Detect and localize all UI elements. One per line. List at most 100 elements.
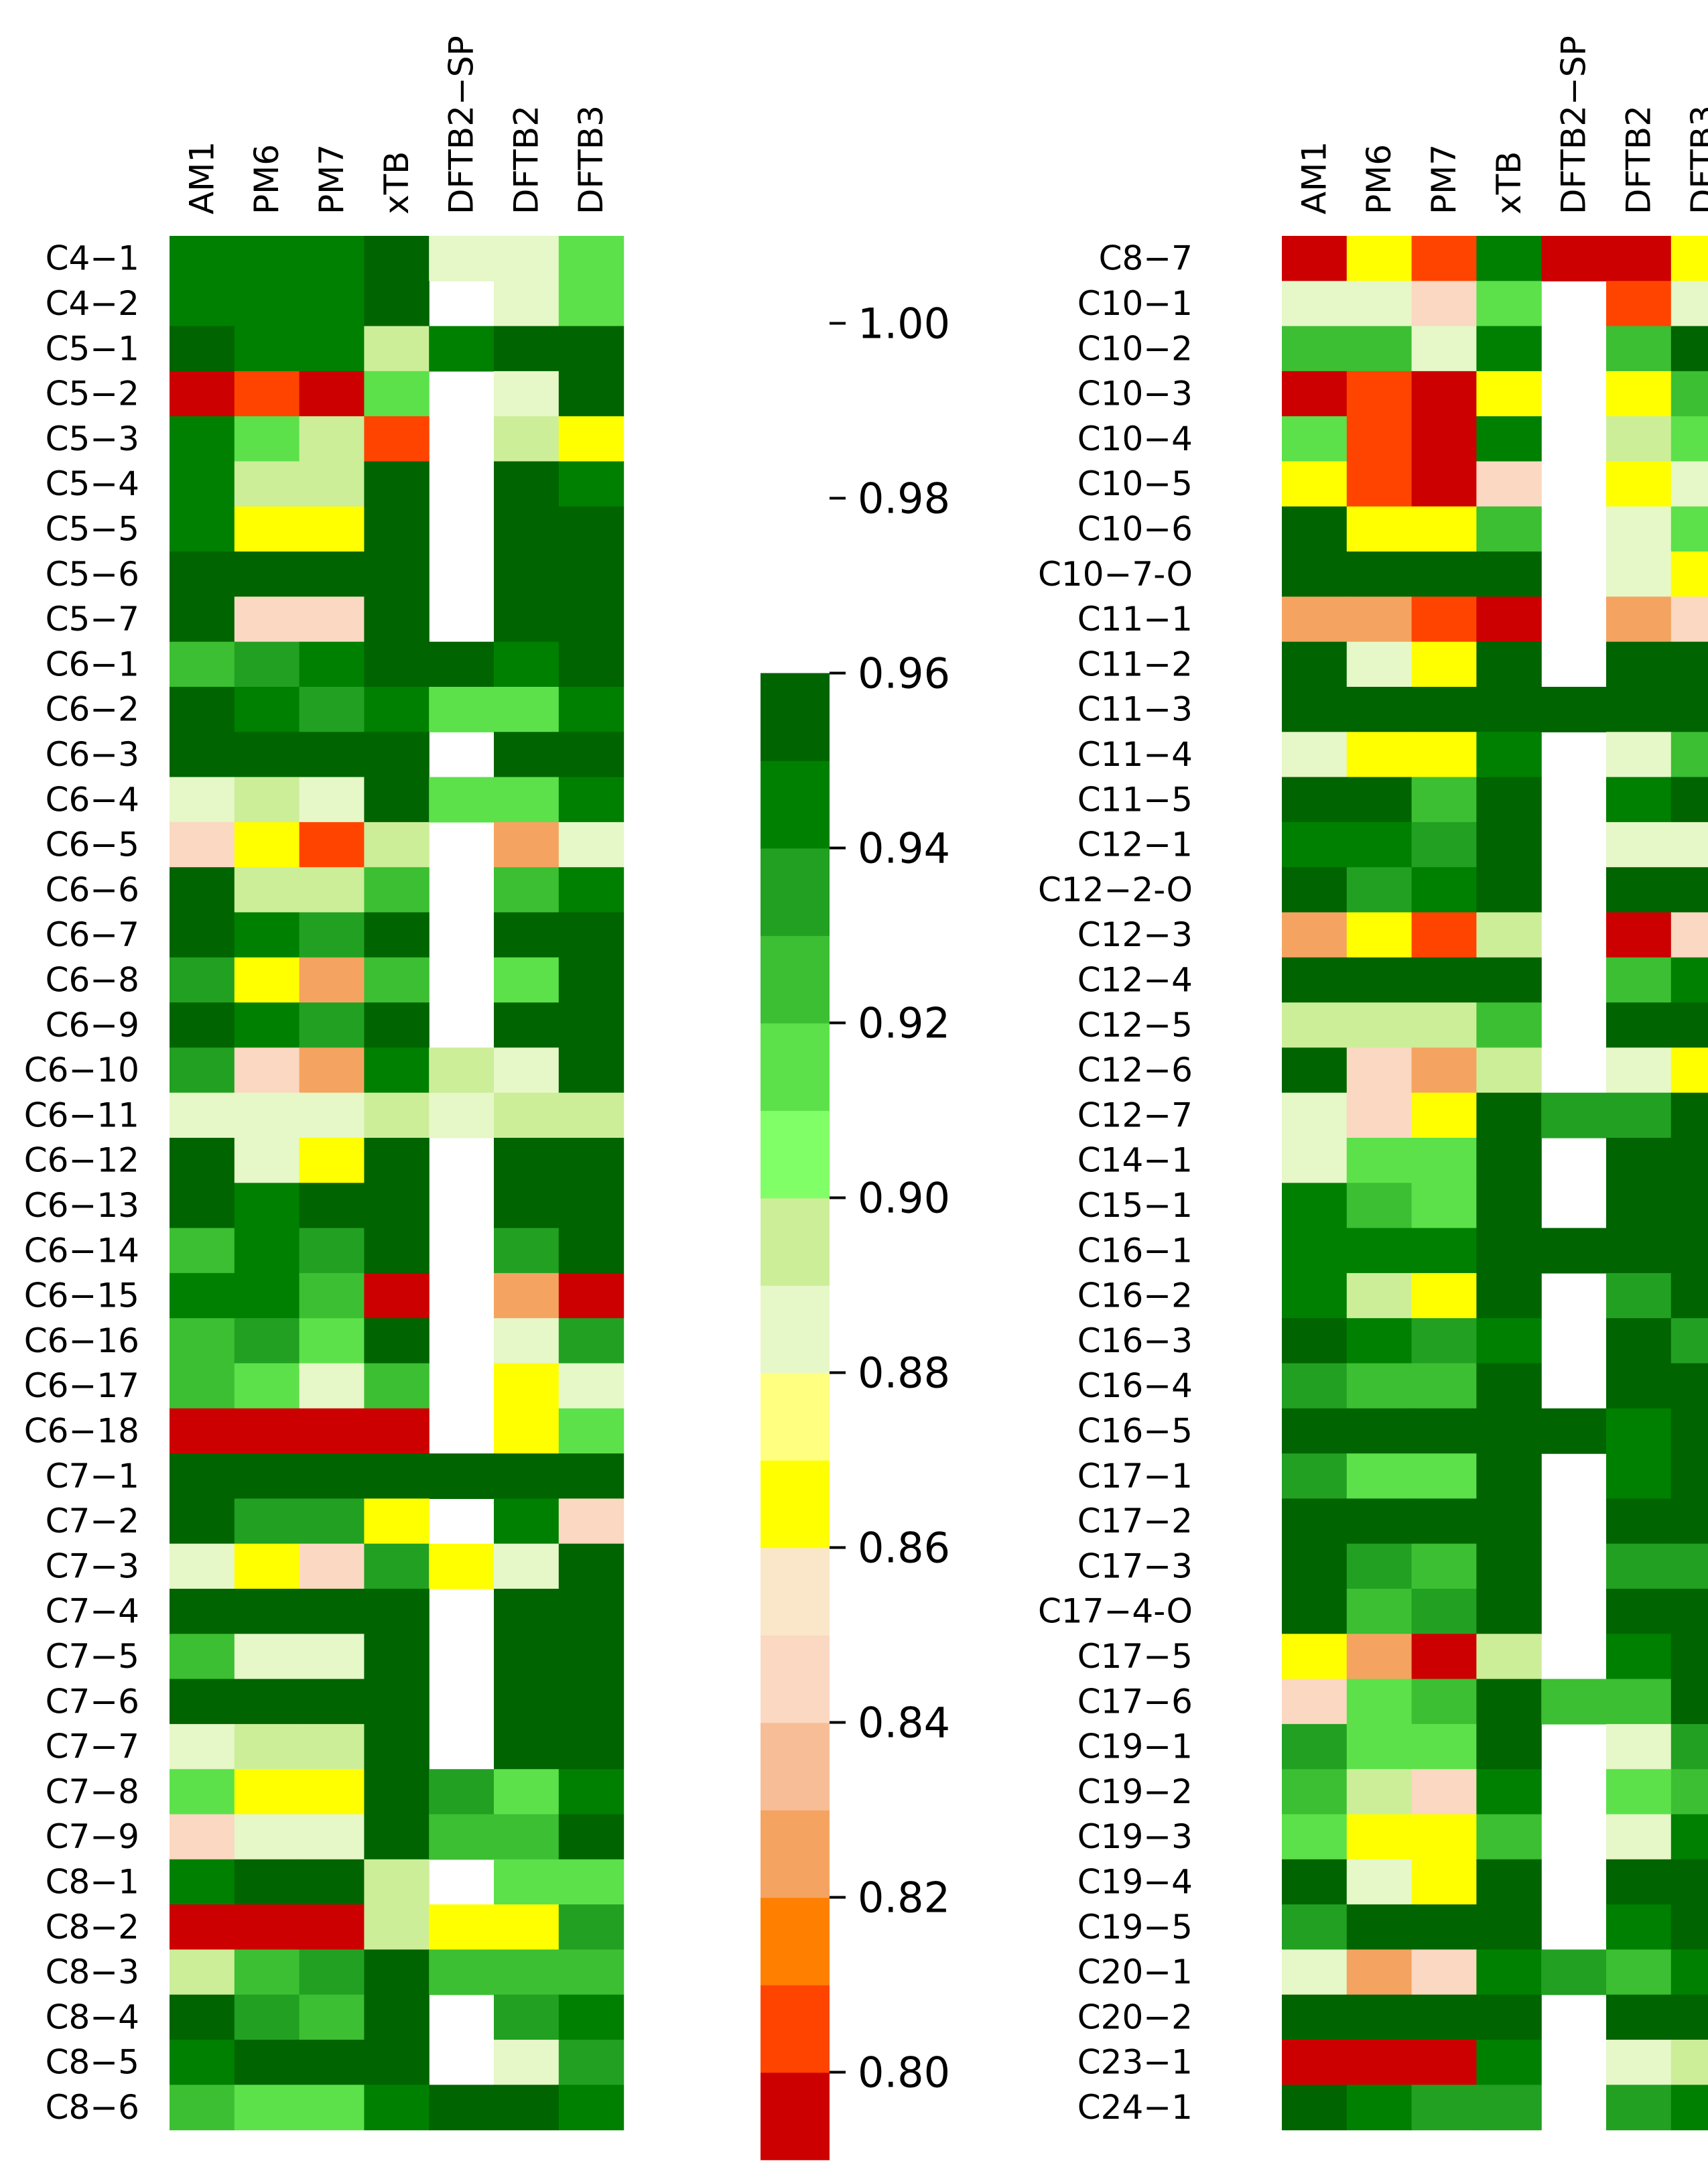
row-label: C11−3 — [1077, 690, 1193, 729]
heatmap-cell — [1411, 1859, 1477, 1905]
heatmap-cell — [1476, 2085, 1542, 2131]
heatmap-cell — [234, 687, 300, 732]
colorbar-segment — [761, 1897, 830, 1985]
row-label: C19−2 — [1077, 1772, 1193, 1811]
heatmap-cell — [170, 1408, 235, 1454]
heatmap-cell — [1606, 1543, 1672, 1589]
heatmap-panel-right: AM1 PM6 PM7 xTB DFTB2−SP DFTB2 DFTB3 C8−7 C10−1 C… — [1038, 36, 1708, 2131]
heatmap-cell — [170, 1634, 235, 1680]
heatmap-cell — [1346, 1904, 1413, 1950]
heatmap-cell — [1346, 1814, 1413, 1860]
heatmap-cell — [494, 551, 560, 597]
row-label: C17−3 — [1077, 1547, 1193, 1585]
heatmap-cell — [170, 1543, 235, 1589]
heatmap-cell — [299, 1679, 365, 1725]
heatmap-cell — [364, 1363, 430, 1409]
heatmap-cell — [558, 326, 625, 372]
heatmap-cell — [558, 912, 625, 958]
heatmap-cell — [429, 1949, 495, 1995]
heatmap-cell — [494, 2085, 560, 2131]
heatmap-cell — [1282, 326, 1348, 372]
heatmap-cell — [170, 1904, 235, 1950]
heatmap-cell — [299, 596, 365, 643]
row-label: C6−5 — [46, 826, 139, 864]
heatmap-cell — [1411, 281, 1477, 327]
heatmap-cell — [1606, 1723, 1672, 1770]
heatmap-cell — [1346, 1092, 1413, 1138]
row-label: C6−6 — [46, 870, 139, 909]
heatmap-cell — [1606, 1769, 1672, 1815]
heatmap-cell — [234, 1002, 300, 1048]
heatmap-cell — [1411, 687, 1477, 732]
heatmap-cell — [429, 1904, 495, 1950]
heatmap-cell — [494, 1589, 560, 1634]
heatmap-cell — [1346, 1949, 1413, 1995]
heatmap-cell — [1606, 1679, 1672, 1725]
heatmap-cell — [1670, 1543, 1708, 1589]
heatmap-cell — [364, 641, 430, 687]
heatmap-cell — [364, 1634, 430, 1680]
row-label: C5−4 — [46, 464, 139, 503]
heatmap-cell — [170, 641, 235, 687]
heatmap-cell — [1346, 1408, 1413, 1454]
row-label: C16−2 — [1077, 1276, 1193, 1315]
heatmap-cell — [1670, 1228, 1708, 1274]
heatmap-cell — [234, 1904, 300, 1950]
row-label: C12−6 — [1077, 1051, 1193, 1090]
heatmap-cell — [1606, 506, 1672, 552]
heatmap-cell — [558, 461, 625, 507]
heatmap-cell — [364, 1228, 430, 1274]
colorbar-tick-label: 0.90 — [858, 1174, 950, 1223]
heatmap-cell — [494, 1183, 560, 1229]
heatmap-cell — [364, 822, 430, 868]
heatmap-cell — [1476, 1679, 1542, 1725]
heatmap-cell — [1346, 2040, 1413, 2085]
heatmap-cell — [1282, 236, 1348, 281]
heatmap-cell — [1346, 1318, 1413, 1364]
heatmap-cell — [1476, 1363, 1542, 1409]
heatmap-cell — [1282, 506, 1348, 552]
row-label: C16−3 — [1077, 1321, 1193, 1360]
heatmap-cell — [234, 732, 300, 778]
heatmap-cell — [1411, 1949, 1477, 1995]
heatmap-cell — [1606, 326, 1672, 372]
column-label: DFTB2 — [1619, 105, 1658, 214]
heatmap-cell — [234, 2040, 300, 2085]
heatmap-cell — [299, 1498, 365, 1545]
heatmap-cell — [170, 1679, 235, 1725]
row-label: C10−1 — [1077, 284, 1193, 323]
colorbar-tick-label: 0.80 — [858, 2048, 950, 2097]
colorbar-segment — [761, 1722, 830, 1811]
heatmap-cell — [1606, 957, 1672, 1003]
row-label: C17−4-O — [1038, 1592, 1193, 1631]
heatmap-cell — [494, 732, 560, 778]
column-label: PM7 — [1425, 144, 1463, 214]
heatmap-cell — [494, 1408, 560, 1454]
heatmap-cell — [1606, 867, 1672, 913]
heatmap-cell — [1670, 957, 1708, 1003]
heatmap-cell — [429, 236, 495, 281]
heatmap-cell — [1476, 1589, 1542, 1634]
heatmap-cell — [1670, 506, 1708, 552]
heatmap-cell — [170, 777, 235, 823]
heatmap-cell — [234, 236, 300, 281]
heatmap-cell — [1606, 2085, 1672, 2131]
row-label: C6−16 — [24, 1321, 139, 1360]
colorbar-tick-label: 0.88 — [858, 1349, 950, 1398]
heatmap-cell — [558, 687, 625, 732]
heatmap-cell — [234, 326, 300, 372]
heatmap-cell — [299, 867, 365, 913]
heatmap-cell — [1606, 1092, 1672, 1138]
heatmap-cell — [234, 641, 300, 687]
heatmap-cell — [364, 1859, 430, 1905]
heatmap-cell — [558, 1453, 625, 1499]
heatmap-cell — [1411, 1769, 1477, 1815]
heatmap-cell — [429, 687, 495, 732]
heatmap-cell — [494, 1679, 560, 1725]
heatmap-cell — [170, 2085, 235, 2131]
heatmap-cell — [558, 822, 625, 868]
row-label: C19−5 — [1077, 1908, 1193, 1947]
heatmap-cell — [558, 1634, 625, 1680]
heatmap-cell — [364, 732, 430, 778]
heatmap-cell — [558, 1543, 625, 1589]
